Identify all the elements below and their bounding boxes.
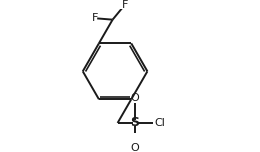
Text: S: S [131, 116, 139, 130]
Text: O: O [131, 93, 139, 103]
Text: F: F [122, 0, 128, 10]
Text: F: F [92, 13, 98, 23]
Text: Cl: Cl [155, 118, 166, 128]
Text: O: O [131, 143, 139, 152]
